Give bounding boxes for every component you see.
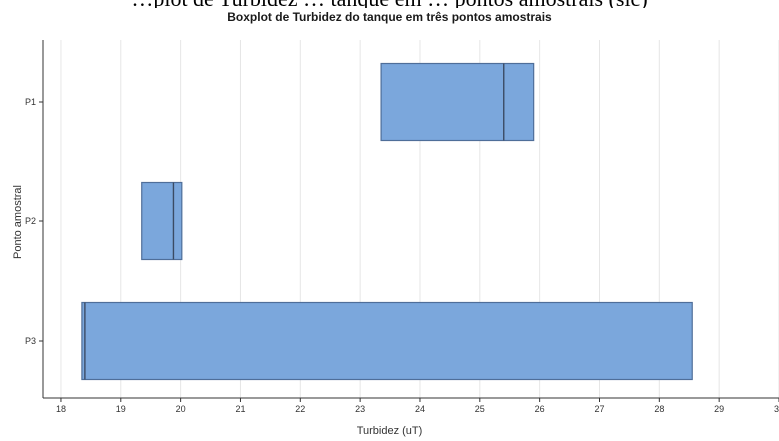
x-tick-label-19: 19 xyxy=(116,404,126,414)
x-tick-label-26: 26 xyxy=(535,404,545,414)
box-p2 xyxy=(141,181,183,261)
x-tick-label-30: 30 xyxy=(774,404,779,414)
y-tick-label-p2: P2 xyxy=(25,216,36,226)
x-tick-label-20: 20 xyxy=(176,404,186,414)
x-tick-label-27: 27 xyxy=(594,404,604,414)
box-p3 xyxy=(81,301,693,381)
x-tick-label-29: 29 xyxy=(714,404,724,414)
box-p1 xyxy=(380,62,535,142)
cropped-header-text: …plot de Turbidez … tanque em … pontos a… xyxy=(0,0,779,8)
chart-title: Boxplot de Turbidez do tanque em três po… xyxy=(227,10,552,24)
x-tick-label-21: 21 xyxy=(235,404,245,414)
x-tick-label-28: 28 xyxy=(654,404,664,414)
y-tick-label-p3: P3 xyxy=(25,336,36,346)
x-axis-label: Turbidez (uT) xyxy=(356,425,423,437)
y-tick-label-p1: P1 xyxy=(25,97,36,107)
x-tick-label-25: 25 xyxy=(475,404,485,414)
x-tick-label-22: 22 xyxy=(295,404,305,414)
x-tick-label-24: 24 xyxy=(415,404,425,414)
x-tick-label-18: 18 xyxy=(56,404,66,414)
x-tick-label-23: 23 xyxy=(355,404,365,414)
cropped-header-label: …plot de Turbidez … tanque em … pontos a… xyxy=(0,0,779,8)
